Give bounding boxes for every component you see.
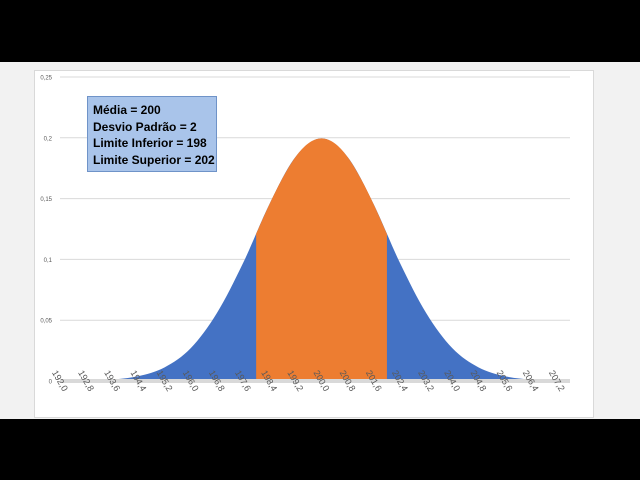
info-box: Média = 200 Desvio Padrão = 2 Limite Inf… <box>87 96 217 172</box>
y-tick-label: 0,1 <box>44 258 53 264</box>
mean-label: Média = 200 <box>93 103 161 117</box>
y-tick-label: 0,25 <box>40 76 52 82</box>
interval-area <box>256 138 387 381</box>
y-tick-label: 0,05 <box>40 319 52 325</box>
lower-limit-label: Limite Inferior = 198 <box>93 136 207 150</box>
y-tick-label: 0,2 <box>44 136 53 142</box>
y-tick-label: 0 <box>49 380 53 386</box>
y-tick-label: 0,15 <box>40 197 52 203</box>
upper-limit-label: Limite Superior = 202 <box>93 152 215 167</box>
std-dev-label: Desvio Padrão = 2 <box>93 119 197 134</box>
